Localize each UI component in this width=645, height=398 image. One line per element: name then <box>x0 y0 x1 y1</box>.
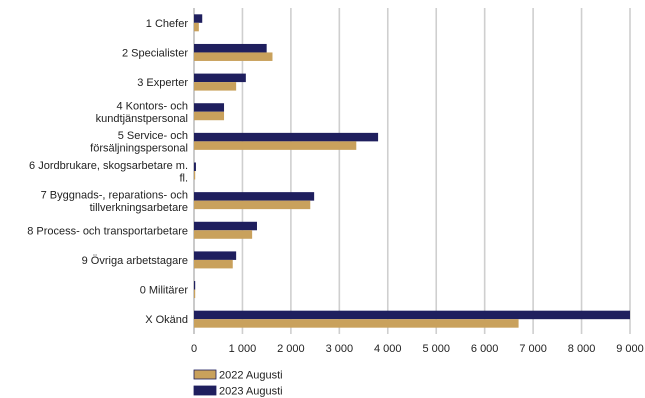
x-tick-label: 8 000 <box>568 343 596 355</box>
category-label: 0 Militärer <box>140 285 189 297</box>
bar-2022 <box>194 141 357 150</box>
category-label: 3 Experter <box>137 77 188 89</box>
bar-2023 <box>194 221 257 231</box>
bar-2022 <box>194 230 253 239</box>
bar-2023 <box>194 132 379 142</box>
x-tick-label: 5 000 <box>422 343 450 355</box>
bar-2023 <box>194 103 225 112</box>
bar-2022 <box>194 171 196 180</box>
x-tick-label: 0 <box>191 343 197 355</box>
bar-2022 <box>194 259 233 269</box>
legend-swatch <box>193 385 217 396</box>
bar-2022 <box>194 200 311 210</box>
category-label: 5 Service- och försäljningspersonal <box>90 130 188 155</box>
category-label: 2 Specialister <box>122 47 188 59</box>
x-axis-tick-labels: 0 1 000 2 000 3 000 4 000 5 000 6 000 7 000 8 00… <box>191 343 644 355</box>
legend-swatch <box>193 369 217 380</box>
category-label: X Okänd <box>145 314 188 326</box>
bar-2023 <box>194 73 246 83</box>
x-tick-label: 7 000 <box>519 343 547 355</box>
legend-label: 2023 Augusti <box>219 386 283 398</box>
gridlines <box>193 8 631 334</box>
bar-2022 <box>194 52 273 61</box>
category-label: 6 Jordbrukare, skogsarbetare m. fl. <box>29 160 188 185</box>
category-label: 4 Kontors- och kundtjänstpersonal <box>96 100 188 125</box>
bar-2023 <box>194 192 315 201</box>
bar-2023 <box>194 281 196 290</box>
bar-2022 <box>194 289 196 299</box>
x-tick-label: 9 000 <box>616 343 644 355</box>
bar-2023 <box>194 162 196 171</box>
x-tick-label: 2 000 <box>277 343 305 355</box>
category-label: 1 Chefer <box>146 18 189 30</box>
bar-2022 <box>194 82 237 91</box>
x-tick-label: 6 000 <box>471 343 499 355</box>
category-labels: 1 Chefer 2 Specialister 3 Experter 4 Kontor… <box>27 18 188 326</box>
bars <box>194 14 630 328</box>
category-label: 9 Övriga arbetstagare <box>82 255 188 267</box>
legend: 2022 Augusti 2023 Augusti <box>193 369 283 398</box>
x-tick-label: 3 000 <box>326 343 354 355</box>
x-tick-label: 4 000 <box>374 343 402 355</box>
bar-2022 <box>194 111 225 121</box>
legend-label: 2022 Augusti <box>219 370 283 382</box>
category-label: 8 Process- och transportarbetare <box>27 225 188 237</box>
bar-2022 <box>194 319 519 328</box>
category-label: 7 Byggnads-, reparations- och tillverknin… <box>41 189 188 214</box>
bar-2023 <box>194 14 203 23</box>
bar-2023 <box>194 310 630 320</box>
bar-2023 <box>194 43 267 53</box>
x-tick-label: 1 000 <box>229 343 257 355</box>
bar-2023 <box>194 251 237 260</box>
bar-2022 <box>194 22 199 32</box>
